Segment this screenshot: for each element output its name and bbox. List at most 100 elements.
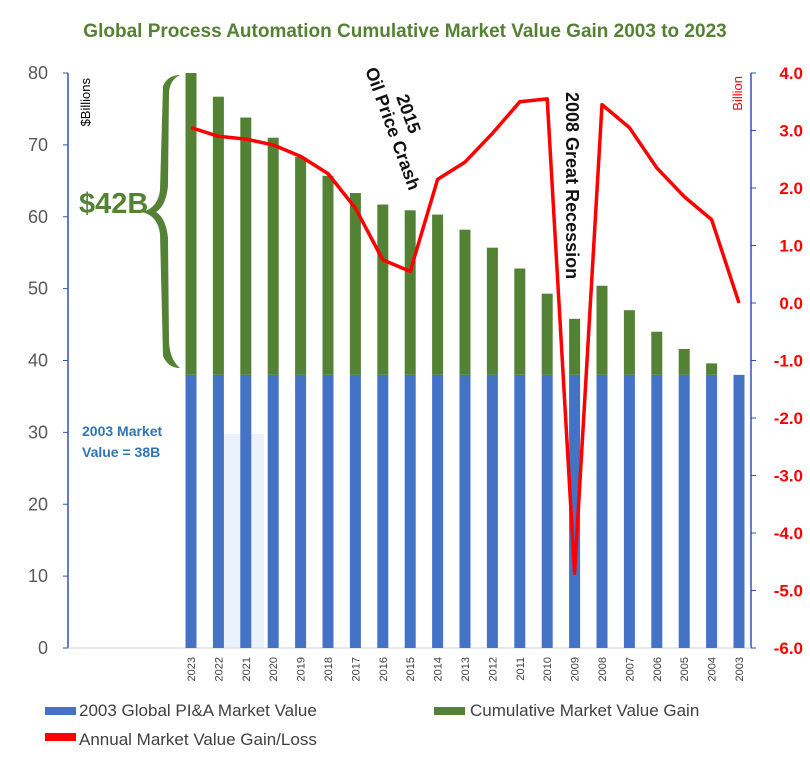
- right-tick-label: 0.0: [779, 294, 803, 313]
- bar-base-2003: [733, 374, 745, 648]
- right-tick-label: -4.0: [774, 524, 803, 543]
- bar-gain-2018: [322, 175, 334, 375]
- x-tick-2012: 2012: [487, 657, 499, 681]
- base-label-line2: Value = 38B: [82, 444, 160, 460]
- left-tick-label: 30: [28, 422, 48, 442]
- bar-gain-2010: [541, 293, 553, 375]
- bar-gain-2023: [185, 73, 197, 375]
- line-series: [190, 97, 741, 576]
- x-tick-2013: 2013: [460, 657, 472, 681]
- x-tick-2010: 2010: [542, 657, 554, 681]
- gain-brace: [142, 75, 180, 368]
- left-axis-ticks: 0 10 20 30 40 50 60 70 80: [28, 63, 68, 658]
- bar-base-2013: [459, 374, 471, 648]
- bar-series: [185, 73, 745, 648]
- x-tick-2018: 2018: [323, 657, 335, 681]
- left-tick-label: 50: [28, 279, 48, 299]
- x-tick-2020: 2020: [268, 657, 280, 681]
- bar-gain-2016: [377, 204, 389, 375]
- recession-label: 2008 Great Recession: [562, 92, 582, 279]
- base-label-line1: 2003 Market: [82, 423, 163, 439]
- x-tick-2022: 2022: [213, 657, 225, 681]
- bar-base-2010: [541, 374, 553, 648]
- x-axis-ticks: 2023 2022 2021 2020 2019 2018 2017 2016 2015 2014…: [186, 657, 746, 681]
- bar-base-2021: [240, 374, 252, 648]
- right-tick-label: -1.0: [774, 352, 803, 371]
- bar-gain-2008: [596, 285, 608, 375]
- x-tick-2005: 2005: [679, 657, 691, 681]
- x-tick-2006: 2006: [652, 657, 664, 681]
- x-tick-2023: 2023: [186, 657, 198, 681]
- x-tick-2015: 2015: [405, 657, 417, 681]
- x-tick-2008: 2008: [597, 657, 609, 681]
- x-tick-2007: 2007: [624, 657, 636, 681]
- left-tick-label: 60: [28, 207, 48, 227]
- bar-gain-2017: [349, 193, 361, 375]
- bar-gain-2007: [623, 310, 635, 375]
- bar-gain-2021: [240, 117, 252, 375]
- bar-base-2008: [596, 374, 608, 648]
- right-tick-label: 3.0: [779, 122, 803, 141]
- bar-base-2004: [706, 374, 718, 648]
- x-tick-2009: 2009: [570, 657, 582, 681]
- bar-base-2017: [349, 374, 361, 648]
- bar-gain-2005: [678, 349, 690, 375]
- bar-gain-2009: [569, 318, 581, 375]
- bar-gain-2019: [295, 157, 307, 375]
- bar-base-2018: [322, 374, 334, 648]
- right-tick-label: 2.0: [779, 179, 803, 198]
- left-tick-label: 0: [38, 638, 48, 658]
- bar-gain-2013: [459, 229, 471, 375]
- right-tick-label: 1.0: [779, 237, 803, 256]
- bar-base-2006: [651, 374, 663, 648]
- bar-gain-2020: [267, 137, 279, 375]
- x-tick-2014: 2014: [433, 657, 445, 681]
- annual-gain-line: [190, 97, 741, 576]
- bar-gain-2014: [432, 214, 444, 375]
- x-tick-2003: 2003: [734, 657, 746, 681]
- bar-base-2019: [295, 374, 307, 648]
- bar-gain-2012: [486, 247, 498, 375]
- legend-swatch-base: [45, 707, 76, 715]
- right-tick-label: -6.0: [774, 639, 803, 658]
- left-tick-label: 70: [28, 135, 48, 155]
- right-tick-label: -5.0: [774, 582, 803, 601]
- legend-swatch-line: [45, 733, 76, 741]
- left-tick-label: 80: [28, 63, 48, 83]
- bar-base-2011: [514, 374, 526, 648]
- bar-base-2005: [678, 374, 690, 648]
- x-tick-2004: 2004: [707, 657, 719, 681]
- right-tick-label: -3.0: [774, 467, 803, 486]
- bar-base-2020: [267, 374, 279, 648]
- legend-label-line: Annual Market Value Gain/Loss: [79, 730, 317, 749]
- x-tick-2021: 2021: [241, 657, 253, 681]
- left-tick-label: 10: [28, 566, 48, 586]
- bar-gain-2004: [706, 363, 718, 375]
- gain-label: $42B: [79, 188, 148, 220]
- legend-label-base: 2003 Global PI&A Market Value: [79, 701, 317, 720]
- chart-title: Global Process Automation Cumulative Mar…: [83, 21, 726, 42]
- bar-gain-2015: [404, 210, 416, 375]
- right-tick-label: -2.0: [774, 409, 803, 428]
- bar-base-2023: [185, 374, 197, 648]
- legend-label-gain: Cumulative Market Value Gain: [470, 701, 699, 720]
- bar-base-2007: [623, 374, 635, 648]
- bar-base-2022: [212, 374, 224, 648]
- x-tick-2019: 2019: [296, 657, 308, 681]
- right-axis-ticks: -6.0 -5.0 -4.0 -3.0 -2.0 -1.0 0.0 1.0 2.0 3.0 4.0: [751, 64, 803, 658]
- x-tick-2011: 2011: [515, 657, 527, 681]
- x-tick-2016: 2016: [378, 657, 390, 681]
- left-axis-unit: $Billions: [78, 78, 93, 127]
- bar-gain-2011: [514, 268, 526, 375]
- bar-base-2015: [404, 374, 416, 648]
- bar-base-2012: [486, 374, 498, 648]
- legend-swatch-gain: [434, 707, 465, 715]
- right-axis-unit: Billion: [730, 76, 745, 111]
- bar-base-2016: [377, 374, 389, 648]
- bar-gain-2006: [651, 331, 663, 375]
- bar-base-2009: [569, 374, 581, 648]
- left-tick-label: 40: [28, 351, 48, 371]
- x-tick-2017: 2017: [350, 657, 362, 681]
- bar-gain-2022: [212, 96, 224, 375]
